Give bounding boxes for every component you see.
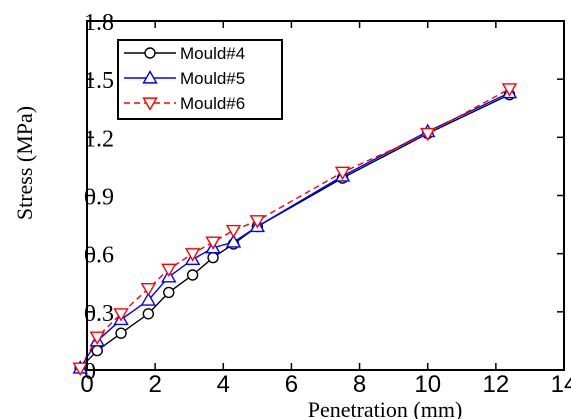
x-tick-label: 4 [217, 371, 230, 398]
data-point [72, 362, 88, 376]
legend-label: Mould#6 [180, 94, 245, 113]
legend-marker [142, 70, 158, 84]
legend-label: Mould#4 [180, 44, 245, 63]
y-tick-label: 0.6 [84, 243, 114, 269]
legend-layer: Mould#4 Mould#5 Mould#6 [117, 39, 283, 120]
data-point [249, 215, 266, 229]
data-point [184, 248, 201, 262]
legend-entry: Mould#4 [124, 44, 245, 63]
legend-marker [142, 97, 158, 111]
legend-entry: Mould#5 [124, 69, 245, 88]
x-tick-label: 10 [414, 371, 441, 398]
data-point [186, 269, 199, 281]
data-point [420, 127, 436, 142]
data-point [207, 251, 219, 264]
data-point [205, 236, 221, 250]
data-point [334, 166, 351, 181]
y-tick-label: 1.2 [84, 126, 114, 152]
series-layer [72, 83, 518, 376]
series-line [79, 94, 510, 369]
series-line [79, 88, 510, 369]
data-point [225, 234, 242, 248]
y-tick-label: 1.5 [84, 68, 114, 94]
x-tick-label: 2 [148, 371, 161, 398]
series-2 [72, 84, 518, 374]
data-point [89, 331, 105, 345]
data-point [140, 292, 157, 306]
data-point [113, 308, 129, 322]
data-point [501, 83, 518, 97]
data-point [115, 327, 127, 339]
series-1 [74, 88, 516, 374]
legend-marker [144, 47, 156, 59]
y-tick-label: 0.3 [84, 301, 114, 327]
x-tick-label: 14 [551, 371, 571, 398]
data-point [161, 263, 177, 278]
y-tick-label: 0.9 [84, 185, 114, 211]
series-line [79, 92, 510, 369]
data-point [142, 308, 155, 320]
y-tick-label: 1.8 [84, 10, 114, 36]
y-axis-title: Stress (MPa) [12, 106, 37, 220]
data-point [225, 224, 242, 239]
x-axis-title: Penetration (mm) [308, 397, 463, 419]
legend-label: Mould#5 [180, 69, 245, 88]
x-tick-label: 12 [483, 371, 510, 398]
series-3 [72, 83, 518, 376]
plot-frame [86, 20, 565, 371]
x-tick-label: 0 [80, 371, 93, 398]
x-tick-label: 8 [353, 371, 366, 398]
x-tick-label: 6 [285, 371, 298, 398]
data-point [163, 286, 175, 299]
data-point [140, 282, 157, 297]
legend-entry: Mould#6 [124, 94, 245, 113]
